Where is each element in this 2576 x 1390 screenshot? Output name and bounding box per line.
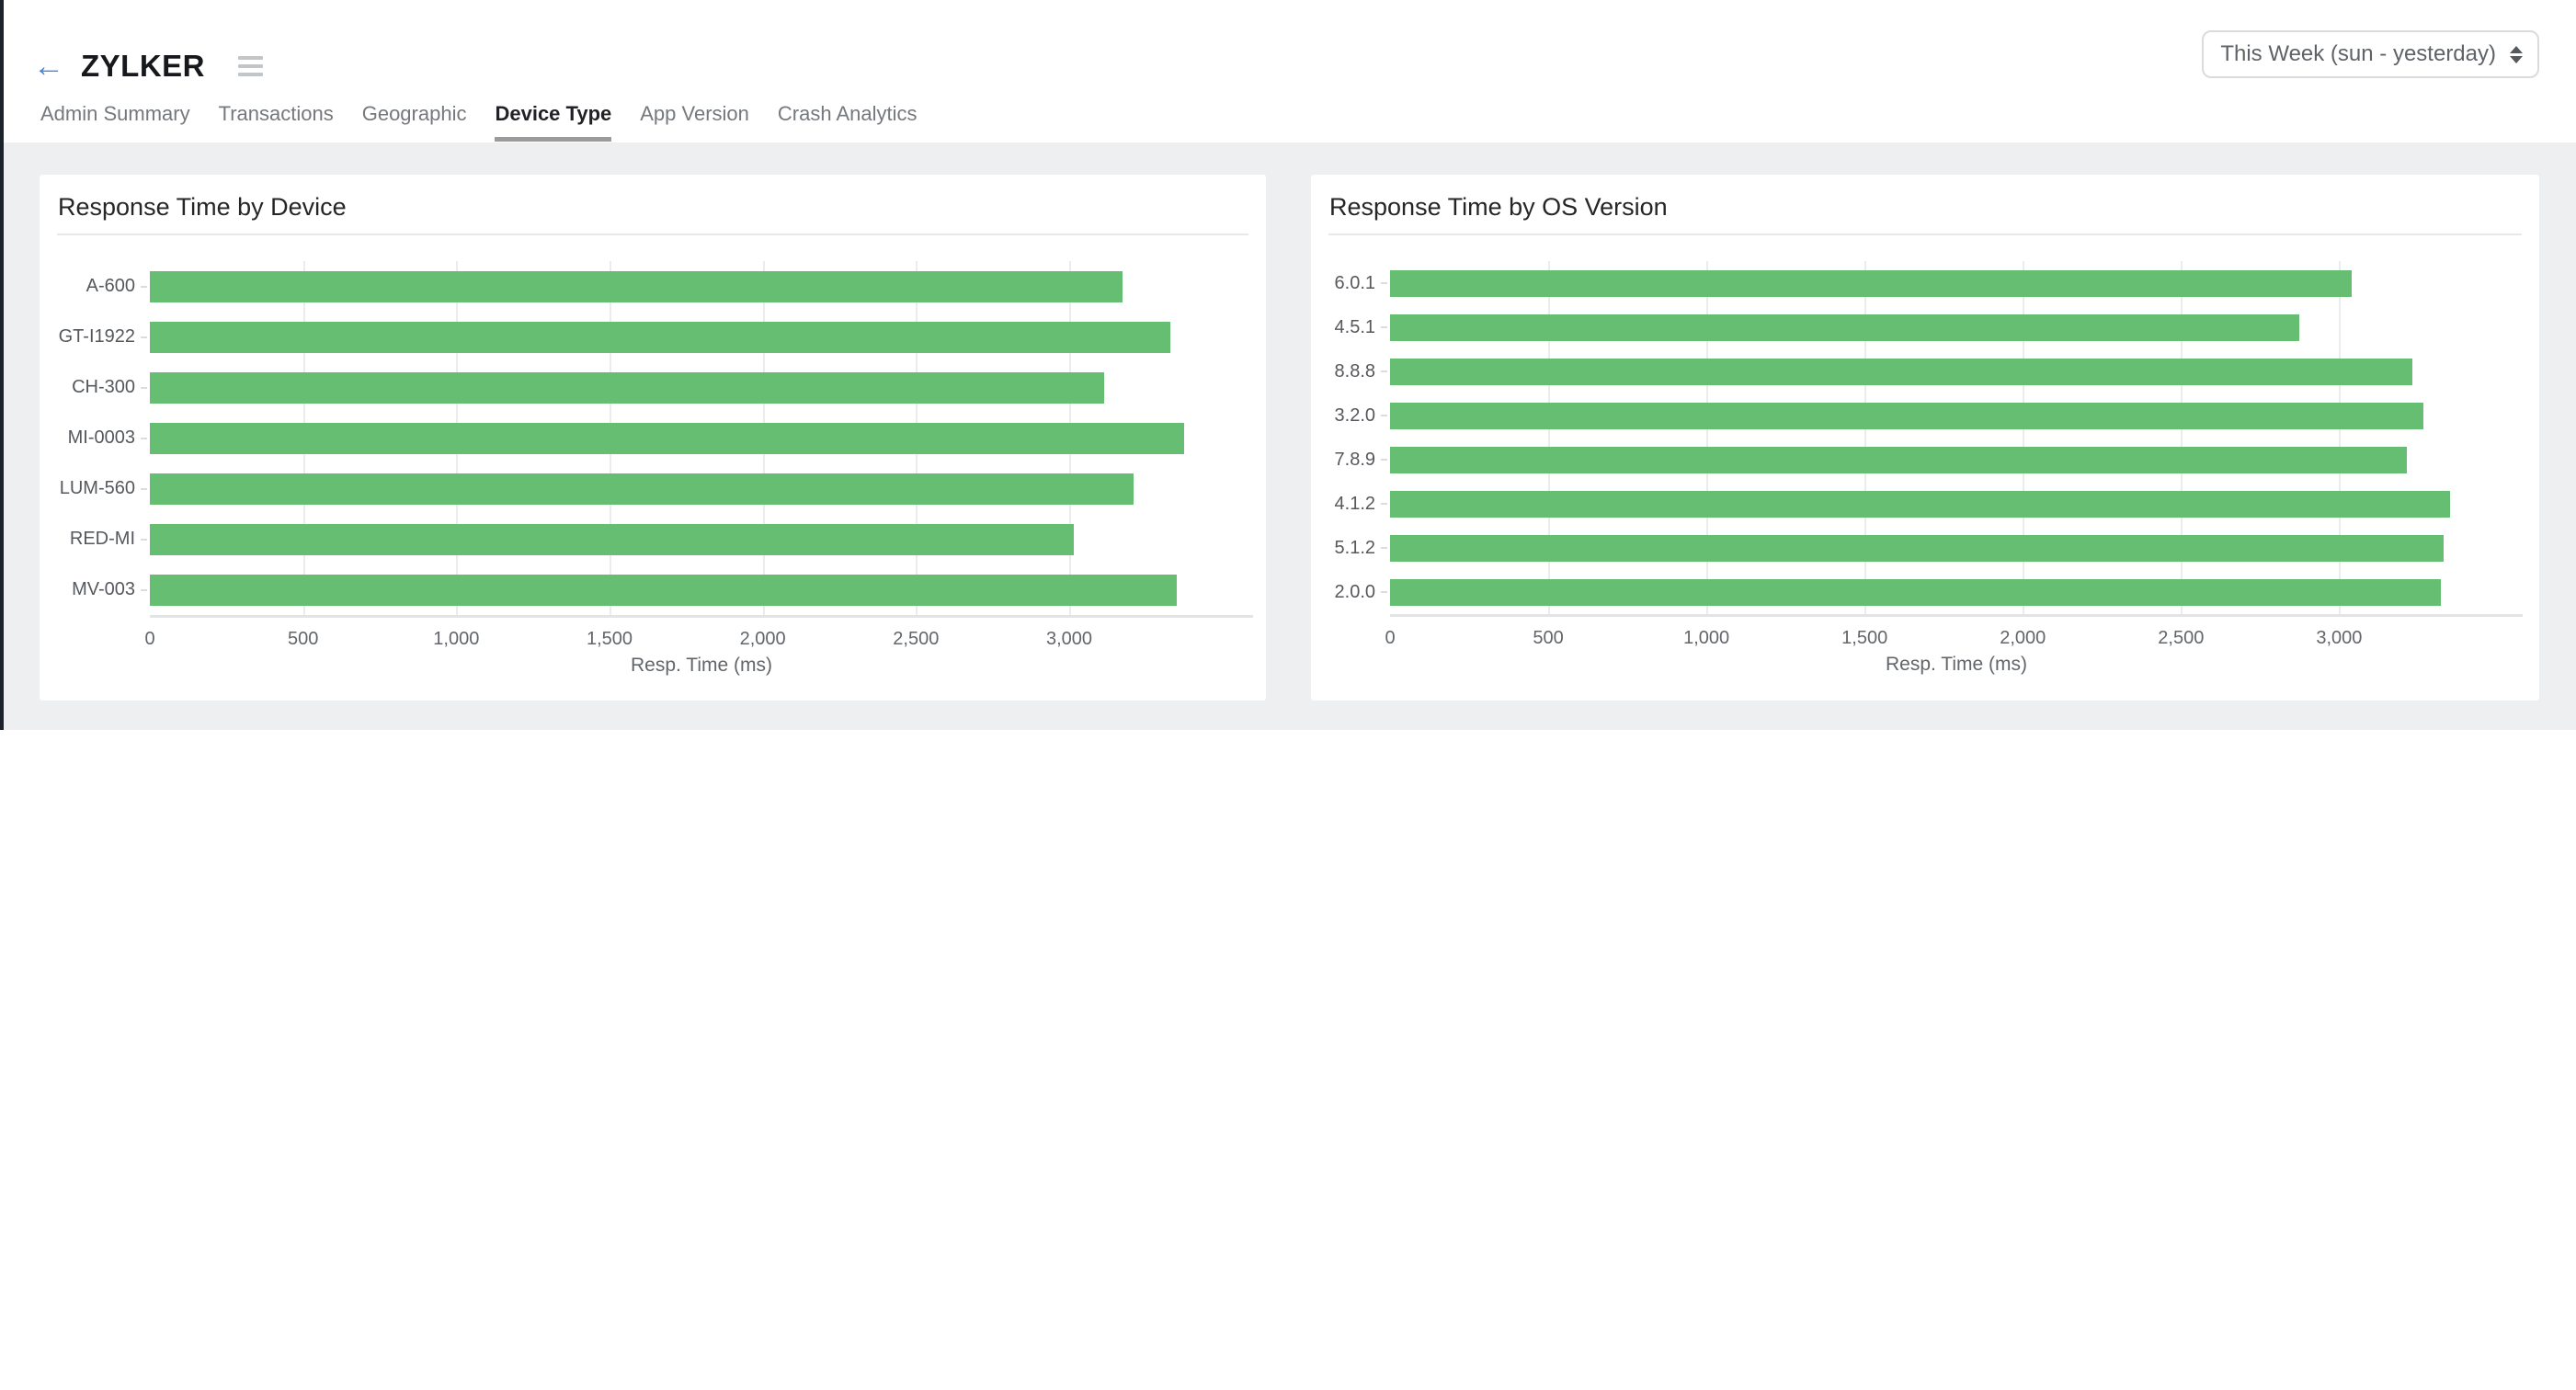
bar-4.1.2[interactable] — [1390, 490, 2450, 518]
y-axis-label: 4.5.1 — [1334, 317, 1375, 337]
page-header: ← ZYLKER This Week (sun - yesterday) Adm… — [0, 0, 2576, 142]
bar-8.8.8[interactable] — [1390, 358, 2412, 385]
y-axis-tick — [1381, 326, 1387, 328]
x-axis-tick-label: 1,000 — [1683, 628, 1730, 648]
x-axis-tick-label: 0 — [144, 629, 155, 649]
tab-device-type[interactable]: Device Type — [495, 102, 612, 142]
y-axis-label: RED-MI — [69, 529, 135, 549]
divider — [57, 234, 1248, 235]
bar-GT-I1922[interactable] — [150, 321, 1170, 353]
x-axis-tick-label: 3,000 — [2316, 628, 2363, 648]
hamburger-menu-icon[interactable] — [234, 52, 267, 80]
x-axis-tick-label: 2,000 — [739, 629, 786, 649]
chart-title: Response Time by Device — [58, 193, 347, 221]
dashboard-content: Response Time by Device A-600 GT-I1922 CH-… — [0, 142, 2576, 730]
x-axis-tick-label: 2,500 — [2158, 628, 2205, 648]
tab-bar: Admin Summary Transactions Geographic Devic… — [33, 102, 2539, 142]
gridline — [1706, 261, 1709, 614]
y-axis-tick — [1381, 591, 1387, 593]
bar-MV-003[interactable] — [150, 574, 1177, 606]
tab-geographic[interactable]: Geographic — [361, 102, 467, 125]
y-axis-tick — [141, 386, 147, 389]
x-axis-tick-label: 0 — [1385, 628, 1396, 648]
x-axis-tick-label: 3,000 — [1045, 629, 1093, 649]
x-axis-line — [150, 615, 1253, 618]
x-axis-tick-label: 500 — [1533, 628, 1564, 648]
bar-RED-MI[interactable] — [150, 523, 1074, 555]
y-axis-label: MV-003 — [72, 579, 135, 599]
gridline — [1864, 261, 1867, 614]
x-axis-line — [1390, 614, 2523, 617]
y-axis-tick — [141, 437, 147, 439]
chart-title: Response Time by OS Version — [1329, 193, 1668, 221]
y-axis-label: 4.1.2 — [1334, 494, 1375, 514]
bar-LUM-560[interactable] — [150, 473, 1134, 505]
gridline — [1548, 261, 1551, 614]
y-axis-label: 7.8.9 — [1334, 450, 1375, 470]
x-axis-tick-label: 1,500 — [586, 629, 633, 649]
plot-area: 6.0.1 4.5.1 8.8.8 3.2.0 7.8.9 4.1.2 5.1.2 2.0.0 — [1335, 261, 2523, 614]
bar-4.5.1[interactable] — [1390, 313, 2300, 341]
y-axis-label: GT-I1922 — [58, 326, 135, 347]
divider — [1328, 234, 2522, 235]
y-axis-tick — [141, 336, 147, 338]
window-divider-line — [0, 0, 4, 730]
app-title: ZYLKER — [81, 49, 205, 83]
x-axis-tick-label: 1,500 — [1841, 628, 1888, 648]
y-axis-label: CH-300 — [72, 377, 135, 397]
y-axis-tick — [1381, 459, 1387, 461]
y-axis-label: 8.8.8 — [1334, 361, 1375, 382]
y-axis-tick — [1381, 503, 1387, 505]
gridline — [2339, 261, 2342, 614]
y-axis-label: 6.0.1 — [1334, 273, 1375, 293]
back-arrow-icon[interactable]: ← — [33, 49, 64, 84]
tab-admin-summary[interactable]: Admin Summary — [40, 102, 190, 125]
y-axis-tick — [1381, 282, 1387, 284]
bar-6.0.1[interactable] — [1390, 269, 2353, 297]
period-select[interactable]: This Week (sun - yesterday) — [2202, 30, 2539, 78]
card-response-time-by-os-version: Response Time by OS Version 6.0.1 4.5.1 8.… — [1311, 175, 2539, 701]
bar-7.8.9[interactable] — [1390, 446, 2408, 473]
x-axis-tick-label: 1,000 — [433, 629, 480, 649]
bar-2.0.0[interactable] — [1390, 578, 2441, 606]
x-axis-ticks: 0 500 1,000 1,500 2,000 2,500 3,000 — [144, 618, 1253, 651]
y-axis-tick — [141, 487, 147, 490]
y-axis-label: 2.0.0 — [1334, 582, 1375, 602]
y-axis-tick — [141, 285, 147, 288]
os-version-bar-chart: 6.0.1 4.5.1 8.8.8 3.2.0 7.8.9 4.1.2 5.1.2 2.0.0… — [1311, 261, 2539, 676]
x-axis-title: Resp. Time (ms) — [630, 655, 772, 676]
y-axis-tick — [141, 588, 147, 591]
card-response-time-by-device: Response Time by Device A-600 GT-I1922 CH-… — [40, 175, 1266, 701]
bar-3.2.0[interactable] — [1390, 402, 2423, 429]
x-axis-title: Resp. Time (ms) — [1885, 654, 2027, 675]
bar-5.1.2[interactable] — [1390, 534, 2444, 562]
y-axis-tick — [141, 538, 147, 541]
x-axis-tick-label: 2,500 — [893, 629, 940, 649]
plot-area: A-600 GT-I1922 CH-300 MI-0003 LUM-560 RED-MI M… — [59, 261, 1253, 615]
y-axis-label: MI-0003 — [67, 427, 135, 448]
y-axis-label: 3.2.0 — [1334, 405, 1375, 426]
x-axis-tick-label: 500 — [287, 629, 319, 649]
y-axis-label: A-600 — [85, 276, 135, 296]
period-select-value: This Week (sun - yesterday) — [2220, 41, 2496, 66]
tab-app-version[interactable]: App Version — [640, 102, 749, 125]
x-axis-ticks: 0 500 1,000 1,500 2,000 2,500 3,000 — [1385, 617, 2523, 650]
tab-transactions[interactable]: Transactions — [218, 102, 334, 125]
y-axis-tick — [1381, 547, 1387, 549]
y-axis-tick — [1381, 370, 1387, 372]
tab-crash-analytics[interactable]: Crash Analytics — [777, 102, 918, 125]
bar-A-600[interactable] — [150, 270, 1123, 302]
bar-CH-300[interactable] — [150, 371, 1105, 404]
y-axis-tick — [1381, 415, 1387, 416]
gridline — [2023, 261, 2025, 614]
x-axis-tick-label: 2,000 — [2000, 628, 2046, 648]
bar-MI-0003[interactable] — [150, 422, 1184, 454]
device-bar-chart: A-600 GT-I1922 CH-300 MI-0003 LUM-560 RED-MI M… — [40, 261, 1266, 677]
y-axis-label: LUM-560 — [59, 478, 135, 498]
gridline — [2181, 261, 2183, 614]
select-updown-caret-icon — [2510, 45, 2523, 63]
y-axis-label: 5.1.2 — [1334, 538, 1375, 558]
